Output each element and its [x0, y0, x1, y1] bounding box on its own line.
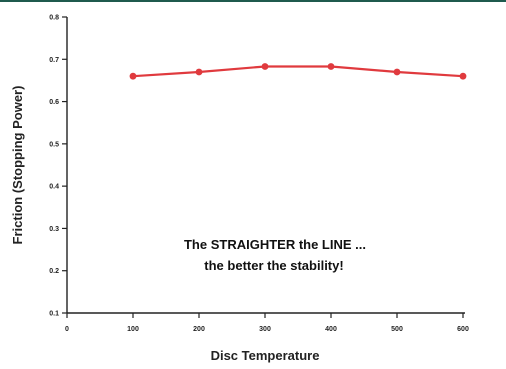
data-point	[393, 68, 401, 76]
x-tick-label: 500	[391, 326, 403, 333]
data-point	[129, 72, 137, 80]
x-tick-label: 400	[325, 326, 337, 333]
y-tick-label: 0.4	[49, 184, 59, 191]
data-point	[261, 63, 269, 70]
y-tick-label: 0.6	[49, 99, 59, 106]
series-line	[132, 65, 464, 78]
y-tick-label: 0.5	[49, 141, 59, 148]
series-layer	[129, 63, 467, 80]
data-point	[459, 72, 467, 80]
y-tick-label: 0.8	[49, 15, 59, 22]
data-point	[327, 63, 335, 70]
x-tick-label: 100	[127, 326, 139, 333]
y-axis-title: Friction (Stopping Power)	[10, 86, 25, 245]
y-tick-label: 0.7	[49, 57, 59, 64]
x-axis-title: Disc Temperature	[211, 348, 320, 363]
x-ticks: 0 100 200 300 400 500 600	[65, 313, 469, 333]
x-tick-label: 200	[193, 326, 205, 333]
x-tick-label: 300	[259, 326, 271, 333]
y-tick-label: 0.2	[49, 268, 59, 275]
y-tick-label: 0.1	[49, 311, 59, 318]
annotation-line-1: The STRAIGHTER the LINE ...	[184, 237, 366, 252]
y-ticks: 0.1 0.2 0.3 0.4 0.5 0.6 0.7 0.8	[49, 15, 67, 318]
x-tick-label: 600	[457, 326, 469, 333]
x-tick-label: 0	[65, 326, 69, 333]
data-point	[195, 68, 203, 76]
y-tick-label: 0.3	[49, 226, 59, 233]
annotation-line-2: the better the stability!	[204, 258, 343, 273]
